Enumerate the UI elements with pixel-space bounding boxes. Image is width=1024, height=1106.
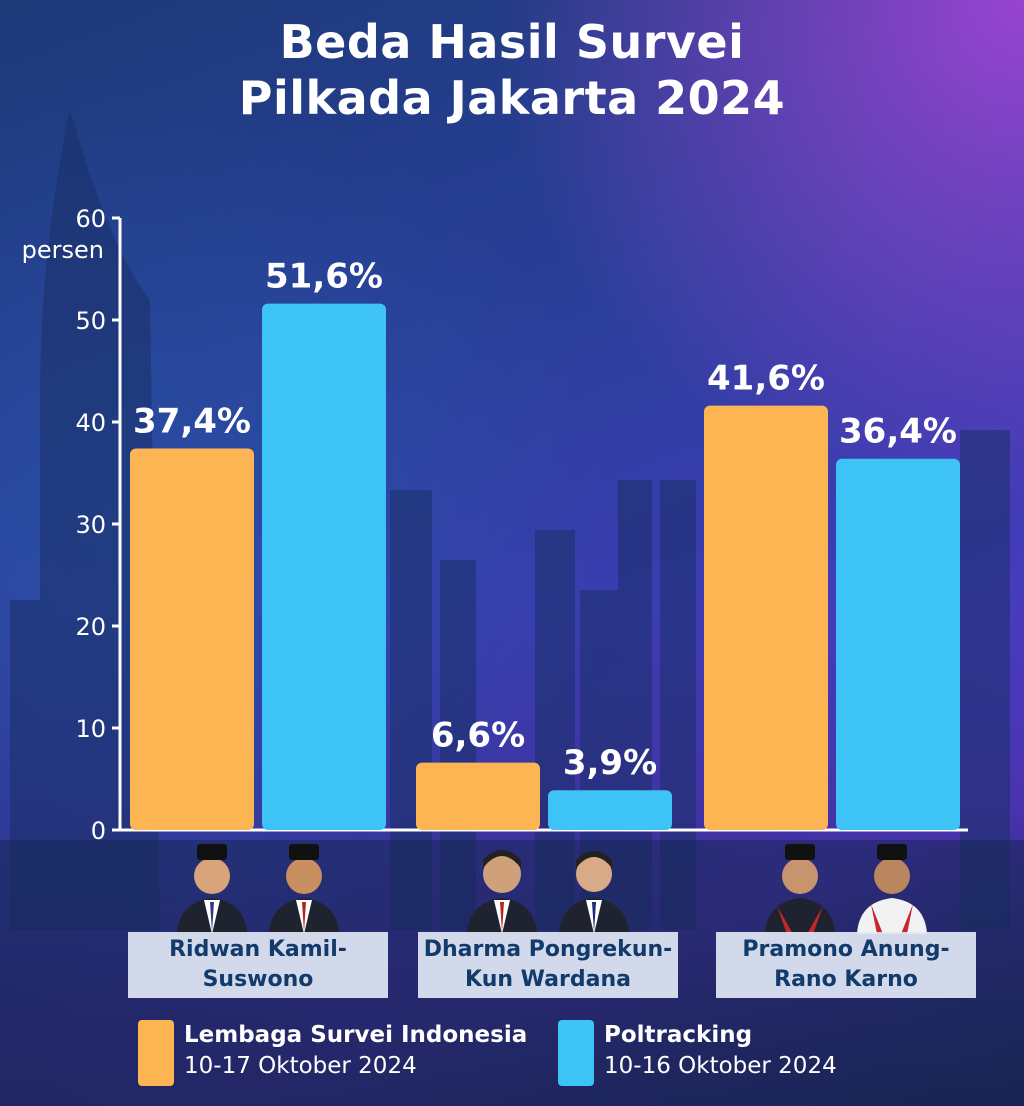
y-tick-label: 50 xyxy=(75,307,106,335)
y-tick-label: 0 xyxy=(91,817,106,845)
y-tick-label: 30 xyxy=(75,511,106,539)
title-line-1: Beda Hasil Survei xyxy=(279,15,745,69)
candidate-name-line-2: Kun Wardana xyxy=(465,967,631,992)
y-axis-unit-label: persen xyxy=(22,236,104,264)
legend-swatch-poltracking xyxy=(558,1020,594,1086)
candidate-photos-2 xyxy=(418,836,678,934)
bar-poltracking xyxy=(262,303,386,830)
candidate-name-line-1: Pramono Anung- xyxy=(742,937,950,962)
legend-swatch-lsi xyxy=(138,1020,174,1086)
data-label: 37,4% xyxy=(133,402,251,442)
candidate-photo-icon xyxy=(765,844,835,934)
y-axis: 0 10 20 30 40 50 60 persen xyxy=(22,205,968,845)
bar-poltracking xyxy=(548,790,672,830)
candidate-photo-icon xyxy=(177,844,247,934)
candidate-name-line-1: Dharma Pongrekun- xyxy=(423,937,673,962)
candidate-photos-3 xyxy=(716,836,976,934)
bar-lsi xyxy=(130,448,254,830)
candidate-photo-icon xyxy=(467,850,537,934)
candidate-label-2: Dharma Pongrekun- Kun Wardana xyxy=(418,932,678,998)
legend-item-poltracking: Poltracking 10-16 Oktober 2024 xyxy=(558,1020,837,1086)
candidate-photo-icon xyxy=(857,844,927,934)
data-label: 3,9% xyxy=(563,743,657,783)
y-tick-label: 60 xyxy=(75,205,106,233)
candidate-label-3: Pramono Anung- Rano Karno xyxy=(716,932,976,998)
candidate-name-line-1: Ridwan Kamil- xyxy=(169,937,347,962)
bar-poltracking xyxy=(836,458,960,830)
bars xyxy=(130,303,960,830)
candidate-photos-1 xyxy=(128,836,388,934)
legend-item-lsi: Lembaga Survei Indonesia 10-17 Oktober 2… xyxy=(138,1020,527,1086)
candidate-photo-icon xyxy=(269,844,339,934)
data-labels: 37,4% 6,6% 41,6% 51,6% 3,9% 36,4% xyxy=(133,257,957,784)
candidate-name-line-2: Suswono xyxy=(202,967,314,992)
legend-org: Lembaga Survei Indonesia xyxy=(184,1022,528,1048)
bar-lsi xyxy=(704,405,828,830)
title-line-2: Pilkada Jakarta 2024 xyxy=(238,71,786,125)
legend-dates: 10-17 Oktober 2024 xyxy=(184,1053,417,1079)
y-tick-label: 40 xyxy=(75,409,106,437)
legend-dates: 10-16 Oktober 2024 xyxy=(604,1053,837,1079)
y-tick-label: 10 xyxy=(75,715,106,743)
candidate-photo-icon xyxy=(559,851,629,934)
candidate-label-1: Ridwan Kamil- Suswono xyxy=(128,932,388,998)
chart-title: Beda Hasil Survei Pilkada Jakarta 2024 xyxy=(0,14,1024,126)
data-label: 36,4% xyxy=(839,412,957,452)
legend-text-poltracking: Poltracking 10-16 Oktober 2024 xyxy=(604,1020,837,1082)
candidate-name-line-2: Rano Karno xyxy=(774,967,918,992)
legend-org: Poltracking xyxy=(604,1022,753,1048)
data-label: 51,6% xyxy=(265,257,383,297)
legend-text-lsi: Lembaga Survei Indonesia 10-17 Oktober 2… xyxy=(184,1020,527,1082)
y-tick-label: 20 xyxy=(75,613,106,641)
data-label: 41,6% xyxy=(707,359,825,399)
data-label: 6,6% xyxy=(431,716,525,756)
bar-lsi xyxy=(416,762,540,830)
